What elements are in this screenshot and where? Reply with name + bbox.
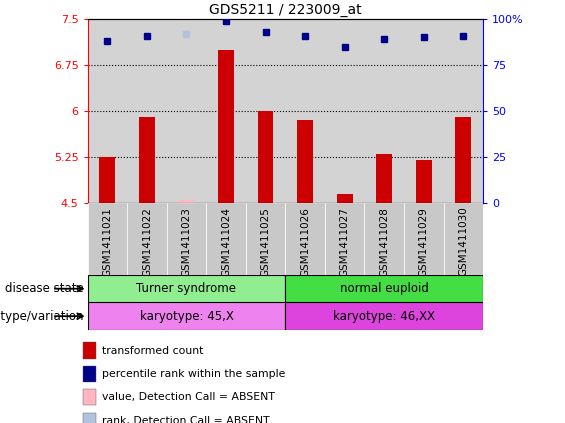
Text: GSM1411026: GSM1411026 <box>300 207 310 277</box>
Text: GSM1411030: GSM1411030 <box>458 207 468 276</box>
Text: karyotype: 46,XX: karyotype: 46,XX <box>333 310 435 323</box>
Text: GSM1411021: GSM1411021 <box>102 207 112 277</box>
Text: GSM1411027: GSM1411027 <box>340 207 350 277</box>
Bar <box>455 117 471 203</box>
Text: value, Detection Call = ABSENT: value, Detection Call = ABSENT <box>102 392 275 402</box>
Bar <box>88 302 285 330</box>
Text: GSM1411029: GSM1411029 <box>419 207 429 277</box>
Bar <box>206 203 246 275</box>
Bar <box>83 389 96 405</box>
Text: GSM1411024: GSM1411024 <box>221 207 231 277</box>
Bar <box>179 200 194 203</box>
Text: genotype/variation: genotype/variation <box>0 310 84 323</box>
Bar <box>127 203 167 275</box>
Bar <box>376 154 392 203</box>
Bar <box>285 275 483 302</box>
Bar <box>364 203 404 275</box>
Bar <box>99 157 115 203</box>
Bar <box>88 275 285 302</box>
Text: rank, Detection Call = ABSENT: rank, Detection Call = ABSENT <box>102 416 270 423</box>
Text: disease state: disease state <box>5 282 84 295</box>
Bar <box>285 302 483 330</box>
Text: GSM1411025: GSM1411025 <box>260 207 271 277</box>
Bar <box>258 111 273 203</box>
Bar <box>218 50 234 203</box>
Text: normal euploid: normal euploid <box>340 282 429 295</box>
Bar <box>167 203 206 275</box>
Bar <box>404 203 444 275</box>
Bar <box>83 366 96 382</box>
Text: percentile rank within the sample: percentile rank within the sample <box>102 369 286 379</box>
Title: GDS5211 / 223009_at: GDS5211 / 223009_at <box>209 3 362 16</box>
Bar <box>444 203 483 275</box>
Text: GSM1411023: GSM1411023 <box>181 207 192 277</box>
Bar <box>285 203 325 275</box>
Bar <box>139 117 155 203</box>
Text: Turner syndrome: Turner syndrome <box>137 282 236 295</box>
Text: transformed count: transformed count <box>102 346 204 356</box>
Text: karyotype: 45,X: karyotype: 45,X <box>140 310 233 323</box>
Bar <box>337 194 353 203</box>
Bar <box>88 203 127 275</box>
Text: GSM1411022: GSM1411022 <box>142 207 152 277</box>
Bar <box>325 203 364 275</box>
Bar <box>83 412 96 423</box>
Bar <box>297 120 313 203</box>
Bar <box>246 203 285 275</box>
Text: GSM1411028: GSM1411028 <box>379 207 389 277</box>
Bar <box>416 160 432 203</box>
Bar <box>83 343 96 359</box>
